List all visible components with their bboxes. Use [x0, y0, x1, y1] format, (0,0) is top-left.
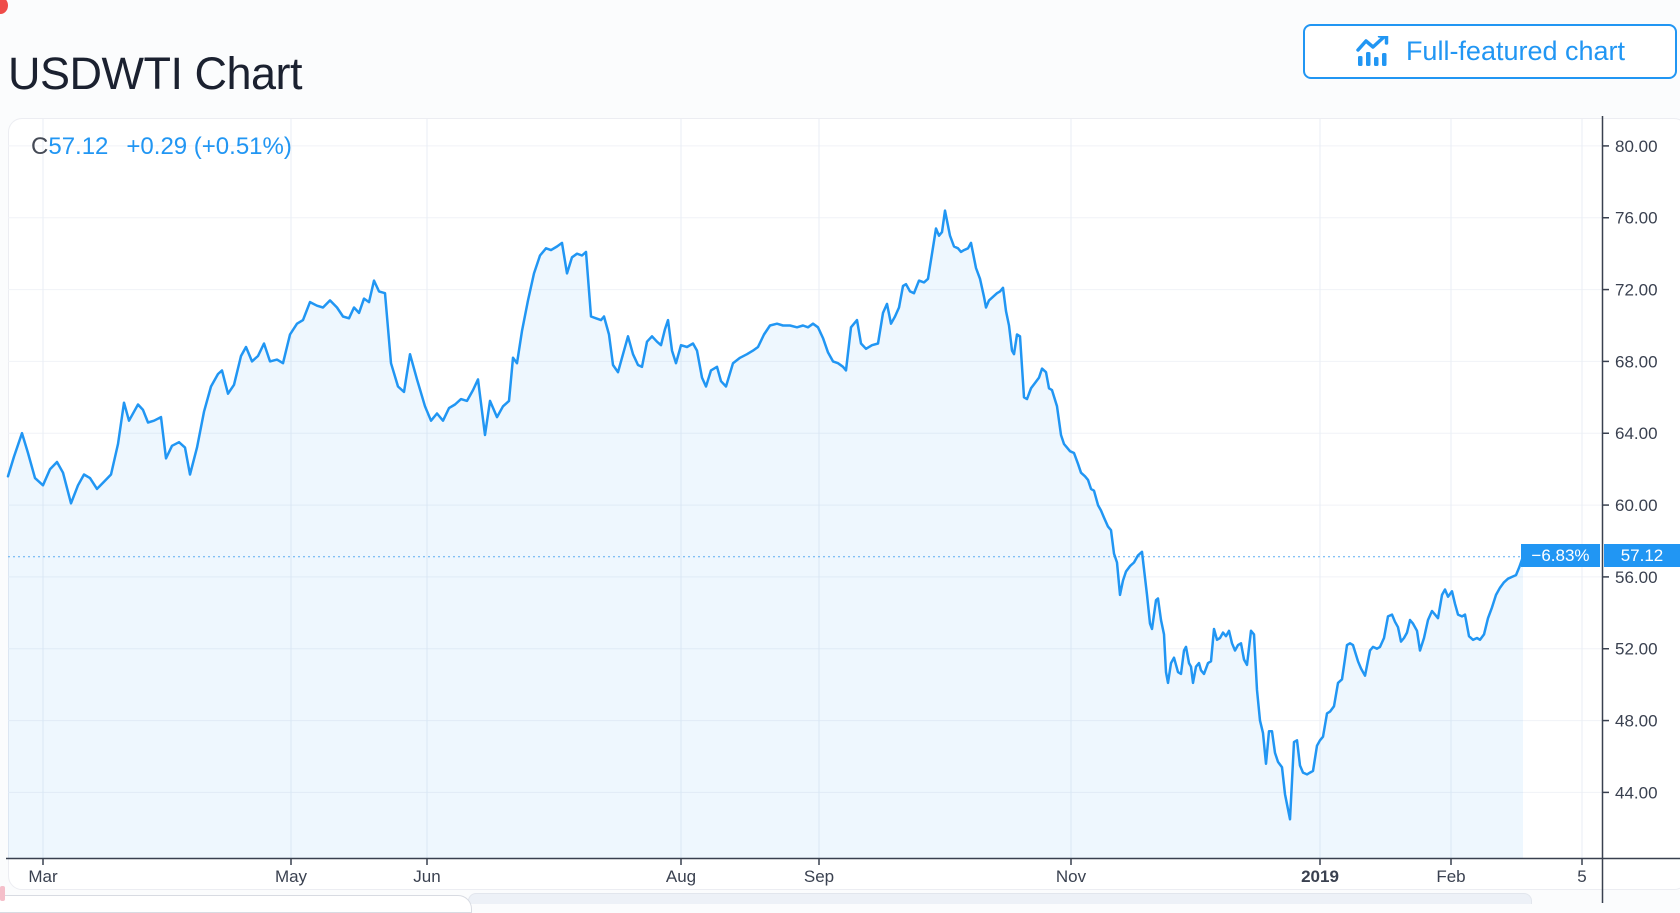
x-tick-label: Sep	[804, 867, 834, 886]
y-tick-label: 52.00	[1615, 640, 1658, 659]
full-featured-chart-button[interactable]: Full-featured chart	[1303, 24, 1677, 79]
y-tick-label: 72.00	[1615, 281, 1658, 300]
chart-card	[8, 118, 1680, 890]
edge-artifact	[0, 886, 5, 901]
x-tick-label: Aug	[666, 867, 696, 886]
y-tick-label: 60.00	[1615, 496, 1658, 515]
price-area	[8, 210, 1523, 859]
x-tick-label: Feb	[1436, 867, 1465, 886]
x-tick-label: Nov	[1056, 867, 1087, 886]
price-line	[6, 209, 1525, 821]
legend-last-price: 57.12	[48, 133, 109, 160]
x-tick-label: 5	[1577, 867, 1586, 886]
page-title: USDWTI Chart	[8, 48, 303, 100]
y-tick-label: 48.00	[1615, 712, 1658, 731]
full-featured-chart-label: Full-featured chart	[1405, 36, 1626, 66]
x-tick-label: 2019	[1301, 867, 1339, 886]
y-tick-label: 64.00	[1615, 424, 1658, 443]
y-tick-label: 44.00	[1615, 783, 1658, 802]
recording-dot	[0, 0, 8, 14]
x-tick-label: May	[275, 867, 308, 886]
next-section-card-edge	[0, 895, 472, 913]
current-price-tag: 57.12	[1604, 544, 1680, 567]
y-tick-label: 68.00	[1615, 352, 1658, 371]
bar-line-chart-icon	[1355, 36, 1392, 67]
chart-legend: C57.12 +0.29 (+0.51%)	[31, 133, 292, 161]
x-tick-label: Mar	[28, 867, 58, 886]
y-tick-label: 80.00	[1615, 137, 1658, 156]
legend-change: +0.29 (+0.51%)	[126, 133, 292, 160]
y-tick-label: 76.00	[1615, 209, 1658, 228]
legend-series-marker: C	[31, 133, 49, 160]
y-tick-label: 56.00	[1615, 568, 1658, 587]
x-tick-label: Jun	[413, 867, 440, 886]
price-change-percent-tag: −6.83%	[1521, 544, 1600, 567]
next-section-band	[468, 893, 1532, 904]
